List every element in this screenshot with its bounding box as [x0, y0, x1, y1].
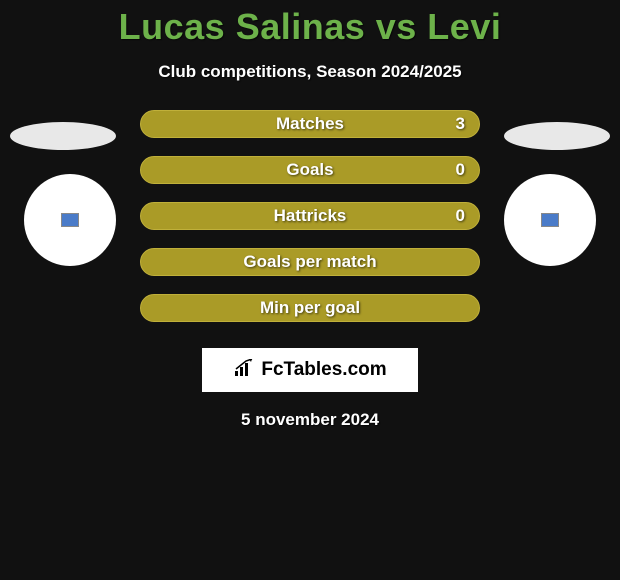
- date-text: 5 november 2024: [0, 410, 620, 430]
- stat-bar-goals: Goals 0: [140, 156, 480, 184]
- stat-label: Goals: [286, 160, 333, 180]
- brand-text: FcTables.com: [261, 359, 386, 381]
- comparison-widget: Lucas Salinas vs Levi Club competitions,…: [0, 0, 620, 430]
- stat-row: Matches 3: [0, 110, 620, 156]
- stat-label: Goals per match: [243, 252, 376, 272]
- stat-label: Min per goal: [260, 298, 360, 318]
- page-title: Lucas Salinas vs Levi: [0, 6, 620, 48]
- stat-value-right: 0: [456, 160, 465, 180]
- stat-value-right: 3: [456, 114, 465, 134]
- stat-value-right: 0: [456, 206, 465, 226]
- chart-icon: [233, 359, 255, 382]
- stat-label: Hattricks: [274, 206, 347, 226]
- stat-row: Min per goal: [0, 294, 620, 340]
- stat-bar-min-per-goal: Min per goal: [140, 294, 480, 322]
- stat-row: Goals 0: [0, 156, 620, 202]
- stat-row: Goals per match: [0, 248, 620, 294]
- stat-bar-hattricks: Hattricks 0: [140, 202, 480, 230]
- brand-badge[interactable]: FcTables.com: [202, 348, 418, 392]
- stat-bar-goals-per-match: Goals per match: [140, 248, 480, 276]
- stat-bar-matches: Matches 3: [140, 110, 480, 138]
- stat-row: Hattricks 0: [0, 202, 620, 248]
- stat-label: Matches: [276, 114, 344, 134]
- subtitle: Club competitions, Season 2024/2025: [0, 62, 620, 82]
